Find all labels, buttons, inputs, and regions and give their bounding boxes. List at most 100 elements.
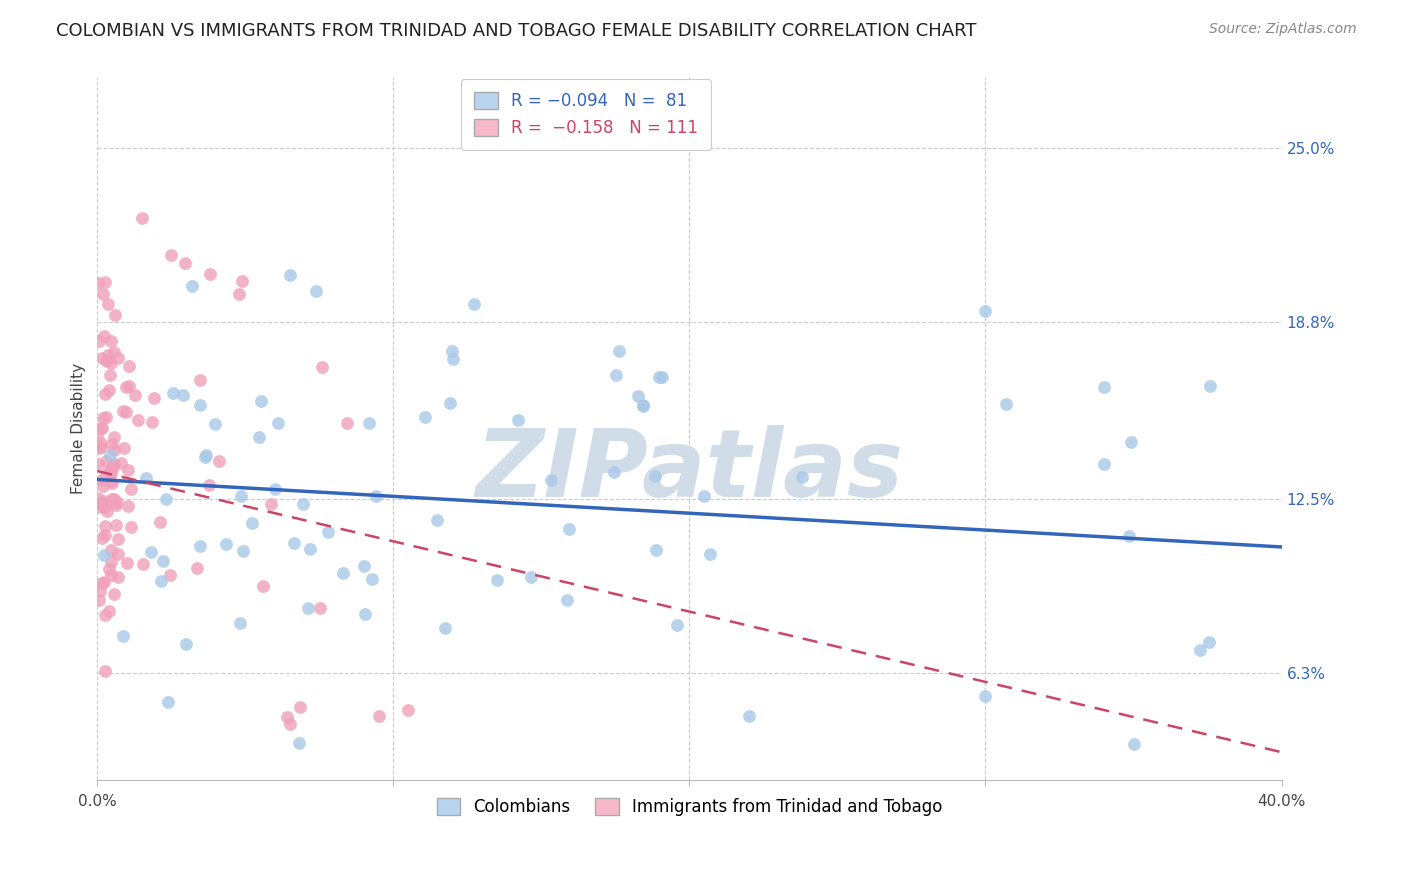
Y-axis label: Female Disability: Female Disability [72, 363, 86, 494]
Point [101, 459, 124, 474]
Point [198, 267, 221, 281]
Point [276, 710, 298, 724]
Point [486, 573, 509, 587]
Point [260, 497, 283, 511]
Point [194, 448, 217, 462]
Point [228, 287, 250, 301]
Point [367, 708, 389, 723]
Point [87, 457, 110, 471]
Point [162, 386, 184, 401]
Point [1092, 380, 1115, 394]
Point [94, 275, 117, 289]
Text: ZIPatlas: ZIPatlas [475, 425, 904, 517]
Point [693, 489, 716, 503]
Point [308, 600, 330, 615]
Point [627, 389, 650, 403]
Point [112, 629, 135, 643]
Point [90, 497, 112, 511]
Point [252, 579, 274, 593]
Point [440, 344, 463, 359]
Point [115, 380, 138, 394]
Point [790, 470, 813, 484]
Point [93, 411, 115, 425]
Point [1199, 379, 1222, 393]
Point [299, 542, 322, 557]
Point [336, 416, 359, 430]
Point [439, 396, 461, 410]
Point [86, 496, 108, 510]
Point [558, 522, 581, 536]
Point [97, 383, 120, 397]
Point [100, 474, 122, 488]
Point [115, 405, 138, 419]
Point [100, 567, 122, 582]
Point [665, 618, 688, 632]
Point [645, 542, 668, 557]
Point [93, 494, 115, 508]
Point [508, 413, 530, 427]
Point [96, 354, 118, 368]
Point [159, 568, 181, 582]
Point [288, 736, 311, 750]
Point [103, 345, 125, 359]
Point [93, 575, 115, 590]
Point [631, 399, 654, 413]
Point [283, 535, 305, 549]
Point [107, 547, 129, 561]
Point [354, 607, 377, 621]
Point [288, 700, 311, 714]
Point [155, 491, 177, 506]
Point [104, 308, 127, 322]
Point [94, 607, 117, 622]
Point [540, 473, 562, 487]
Point [94, 454, 117, 468]
Point [87, 491, 110, 505]
Point [1189, 643, 1212, 657]
Point [607, 344, 630, 359]
Point [215, 537, 238, 551]
Point [117, 500, 139, 514]
Point [112, 441, 135, 455]
Point [89, 584, 111, 599]
Point [118, 379, 141, 393]
Point [93, 519, 115, 533]
Point [94, 665, 117, 679]
Point [101, 476, 124, 491]
Point [100, 543, 122, 558]
Point [135, 471, 157, 485]
Point [188, 540, 211, 554]
Point [247, 430, 270, 444]
Text: Source: ZipAtlas.com: Source: ZipAtlas.com [1209, 22, 1357, 37]
Point [101, 491, 124, 506]
Point [188, 398, 211, 412]
Point [228, 616, 250, 631]
Point [101, 437, 124, 451]
Point [152, 554, 174, 568]
Point [103, 587, 125, 601]
Legend: Colombians, Immigrants from Trinidad and Tobago: Colombians, Immigrants from Trinidad and… [429, 789, 950, 825]
Point [100, 466, 122, 480]
Point [103, 443, 125, 458]
Point [974, 689, 997, 703]
Point [463, 297, 485, 311]
Point [603, 465, 626, 479]
Point [186, 560, 208, 574]
Point [94, 500, 117, 514]
Point [100, 556, 122, 570]
Point [149, 515, 172, 529]
Point [91, 531, 114, 545]
Point [105, 495, 128, 509]
Point [141, 416, 163, 430]
Point [93, 548, 115, 562]
Point [426, 513, 449, 527]
Point [194, 450, 217, 465]
Point [96, 504, 118, 518]
Point [120, 483, 142, 497]
Point [1122, 737, 1144, 751]
Point [267, 417, 290, 431]
Point [91, 473, 114, 487]
Text: COLOMBIAN VS IMMIGRANTS FROM TRINIDAD AND TOBAGO FEMALE DISABILITY CORRELATION C: COLOMBIAN VS IMMIGRANTS FROM TRINIDAD AN… [56, 22, 977, 40]
Point [118, 359, 141, 374]
Point [1198, 634, 1220, 648]
Point [364, 490, 387, 504]
